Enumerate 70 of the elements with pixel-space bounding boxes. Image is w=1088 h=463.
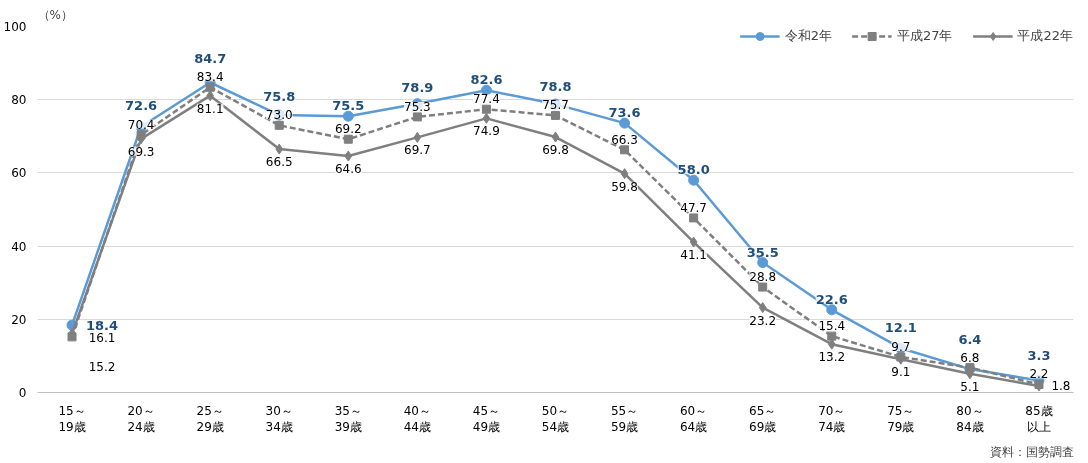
data-label: 15.2 [88,360,116,375]
data-label: 6.8 [960,350,980,365]
legend-label: 平成27年 [896,27,953,45]
x-tick-label: 30～34歳 [265,403,293,435]
data-label: 15.4 [818,319,846,334]
data-label: 47.7 [680,200,707,215]
data-label: 28.8 [749,270,777,285]
data-label: 74.9 [473,124,500,139]
x-tick-label: 65～69歳 [749,403,777,435]
data-label: 75.7 [542,98,569,113]
data-label: 73.6 [608,105,641,121]
data-label: 78.8 [539,78,572,94]
x-tick-label: 40～44歳 [403,403,432,435]
data-label: 69.3 [127,144,155,159]
data-label: 69.7 [404,143,431,158]
x-tick-label: 35～39歳 [334,403,362,435]
data-label: 5.1 [960,379,980,394]
data-label: 22.6 [815,291,848,307]
legend-label: 令和2年 [784,27,832,45]
data-label: 78.9 [401,79,434,95]
x-tick-label: 25～29歳 [196,403,224,435]
y-tick-label: 60 [11,166,27,181]
x-tick-label: 20～24歳 [127,403,155,435]
x-tick-label: 50～54歳 [541,403,570,435]
y-tick-label: 100 [3,20,27,34]
x-tick-label: 15～19歳 [58,403,86,435]
y-tick-label: 80 [11,93,27,108]
data-label: 77.4 [473,92,500,107]
data-label: 9.7 [891,340,911,354]
text: 資料：国勢調査 [989,444,1074,459]
legend-label: 平成22年 [1017,27,1073,45]
data-label: 75.8 [263,88,296,104]
x-tick-label: 75～79歳 [887,403,915,435]
x-tick-label: 85歳以上 [1025,403,1053,435]
x-tick-label: 80～84歳 [956,403,984,435]
data-label: 3.3 [1027,348,1051,364]
data-label: 66.5 [265,155,293,170]
data-label: 23.2 [749,313,777,328]
data-label: 12.1 [884,320,917,336]
y-axis-title: （%） [37,7,73,22]
data-label: 84.7 [194,50,227,66]
x-tick-label: 70～74歳 [818,403,846,435]
x-tick-label: 45～49歳 [472,403,501,435]
data-label: 69.2 [334,122,362,137]
data-label: 41.1 [680,248,707,263]
data-label: 16.1 [88,331,116,346]
data-label: 81.1 [196,101,224,116]
data-label: 6.4 [958,331,982,347]
data-label: 70.4 [127,117,155,132]
y-tick-label: 20 [11,312,27,327]
data-label: 83.4 [196,70,224,85]
data-label: 9.1 [891,365,911,380]
y-tick-label: 0 [18,386,27,400]
data-label: 75.3 [404,99,431,114]
data-label: 58.0 [677,162,710,178]
x-tick-label: 55～59歳 [610,403,639,435]
data-label: 13.2 [818,350,846,365]
data-label: 75.5 [332,98,365,114]
x-tick-label: 60～64歳 [680,403,708,435]
data-label: 69.8 [542,143,569,158]
data-label: 1.8 [1051,379,1071,394]
data-label: 59.8 [611,179,638,194]
data-label: 72.6 [125,98,158,114]
data-label: 35.5 [746,244,779,260]
data-label: 18.4 [86,317,119,333]
data-label: 66.3 [611,132,638,147]
y-tick-label: 40 [11,239,27,254]
data-label: 82.6 [470,71,503,87]
data-label: 64.6 [334,162,362,177]
data-label: 2.2 [1029,367,1049,382]
